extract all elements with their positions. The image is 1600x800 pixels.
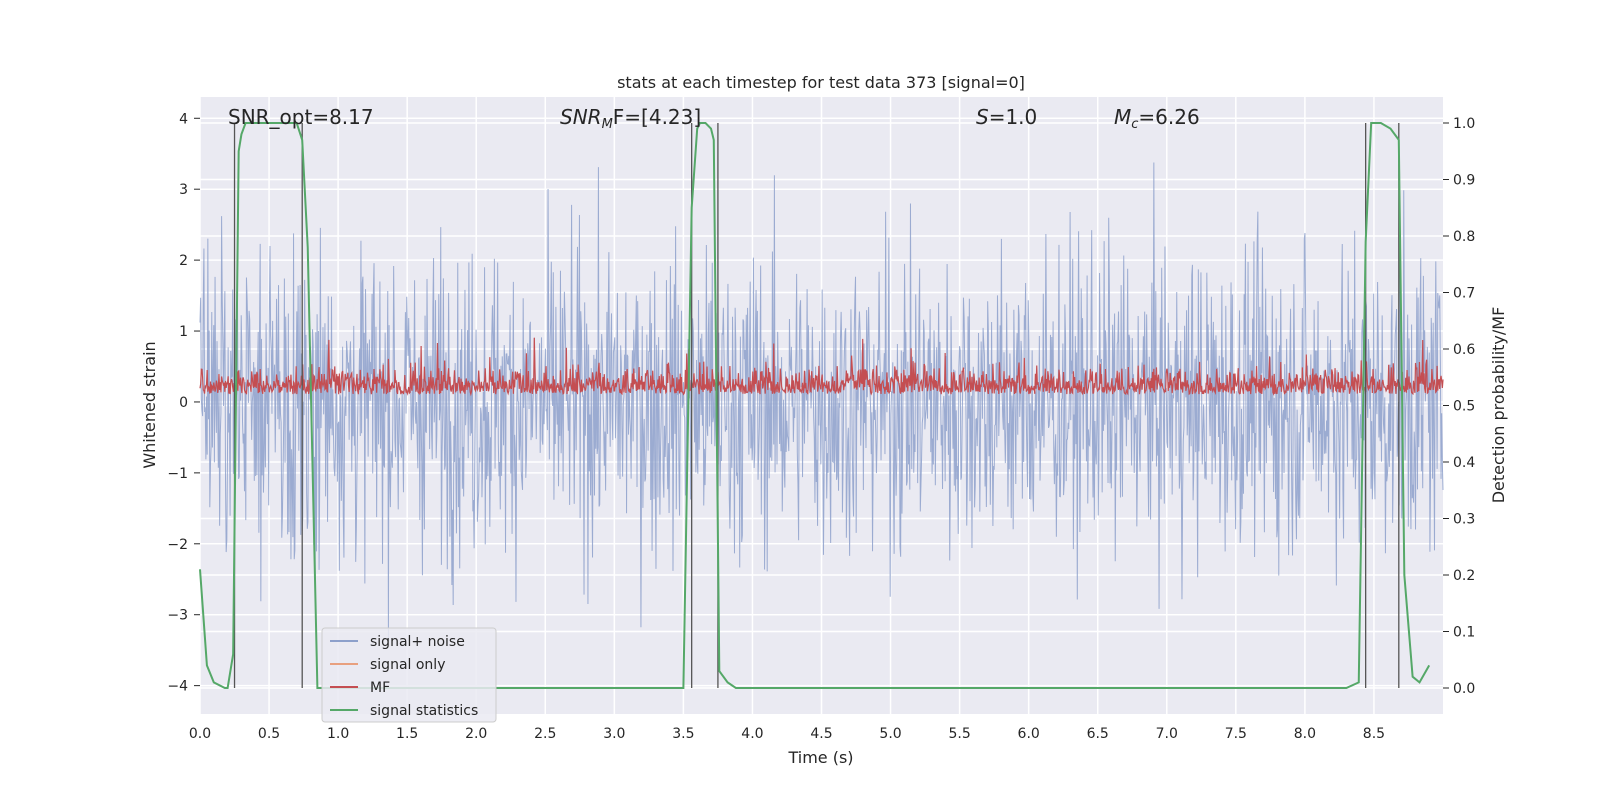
annotation-s-value: =1.0 [989, 105, 1038, 129]
x-tick-label: 2.5 [534, 726, 556, 742]
x-tick-label: 7.5 [1225, 726, 1247, 742]
annotation-snr-mf: SNRMF=[4.23] [560, 105, 701, 132]
y2-tick-label: 0.8 [1453, 229, 1475, 245]
annotation-mc-sub: c [1131, 117, 1138, 132]
y-tick-label: −1 [167, 466, 188, 482]
legend-frame [321, 627, 497, 723]
mf-line [199, 337, 1444, 397]
x-tick-label: 6.0 [1018, 726, 1040, 742]
annotation-snr-mf-tail: F=[4.23] [613, 105, 701, 129]
x-tick-label: 0.5 [258, 726, 280, 742]
y-tick-label: 1 [179, 324, 188, 340]
y2-tick-label: 0.6 [1453, 342, 1475, 358]
legend-label-signal-only: signal only [370, 657, 445, 673]
annotation-snr-mf-sub: M [602, 117, 613, 132]
x-tick-label: 0.0 [189, 726, 211, 742]
y-tick-label: −2 [167, 537, 188, 553]
annotation-mc-label: M [1114, 105, 1131, 129]
y2-tick-label: 0.9 [1453, 172, 1475, 188]
signal-statistics-series [199, 121, 1431, 690]
x-tick-label: 8.0 [1294, 726, 1316, 742]
y-axis-label: Whitened strain [140, 341, 159, 468]
legend-label-signal-statistics: signal statistics [370, 703, 478, 719]
y-tick-label: 3 [179, 182, 188, 198]
y-axis-ticks: 4 3 2 1 0 −1 −2 −3 −4 [167, 111, 200, 695]
signal-noise-series [199, 162, 1444, 638]
x-tick-label: 3.5 [672, 726, 694, 742]
annotation-mc-value: =6.26 [1138, 105, 1199, 129]
y-tick-label: 4 [179, 111, 188, 127]
signal-noise-line [199, 162, 1444, 638]
y-tick-label: −3 [167, 608, 188, 624]
legend-label-signal-noise: signal+ noise [370, 634, 465, 650]
annotation-s: S=1.0 [976, 105, 1037, 129]
x-tick-label: 3.0 [603, 726, 625, 742]
x-tick-label: 6.5 [1087, 726, 1109, 742]
x-tick-label: 1.0 [327, 726, 349, 742]
annotation-mc: Mc=6.26 [1114, 105, 1200, 132]
y2-tick-label: 0.2 [1453, 568, 1475, 584]
y2-tick-label: 0.7 [1453, 285, 1475, 301]
x-tick-label: 1.5 [396, 726, 418, 742]
x-axis-ticks: 0.0 0.5 1.0 1.5 2.0 2.5 3.0 3.5 4.0 4.5 5.0 5.5 6.0 6… [189, 726, 1385, 742]
y-tick-label: 2 [179, 253, 188, 269]
chart-title: stats at each timestep for test data 373… [617, 73, 1025, 92]
y2-tick-label: 0.1 [1453, 625, 1475, 641]
legend: signal+ noise signal only MF signal stat… [321, 627, 497, 723]
annotation-snr-opt: SNR_opt=8.17 [228, 105, 374, 129]
y2-tick-label: 0.4 [1453, 455, 1475, 471]
signal-statistics-line [199, 121, 1431, 690]
x-tick-label: 5.5 [948, 726, 970, 742]
y2-axis-label: Detection probability/MF [1489, 307, 1508, 504]
legend-label-mf: MF [370, 680, 390, 696]
mf-series [199, 337, 1444, 397]
x-tick-label: 7.0 [1156, 726, 1178, 742]
y-tick-label: 0 [179, 395, 188, 411]
x-tick-label: 2.0 [465, 726, 487, 742]
y-tick-label: −4 [167, 679, 188, 695]
y2-axis-ticks: 1.0 0.9 0.8 0.7 0.6 0.5 0.4 0.3 0.2 0.1 0.0 [1443, 116, 1475, 697]
x-tick-label: 5.0 [879, 726, 901, 742]
x-axis-label: Time (s) [787, 748, 853, 767]
y2-tick-label: 0.0 [1453, 681, 1475, 697]
annotation-s-label: S [976, 105, 989, 129]
x-tick-label: 4.5 [810, 726, 832, 742]
x-tick-label: 8.5 [1363, 726, 1385, 742]
y2-tick-label: 0.5 [1453, 399, 1475, 415]
annotation-snr-mf-main: SNR [560, 105, 602, 129]
x-tick-label: 4.0 [741, 726, 763, 742]
y2-tick-label: 0.3 [1453, 512, 1475, 528]
y2-tick-label: 1.0 [1453, 116, 1475, 132]
